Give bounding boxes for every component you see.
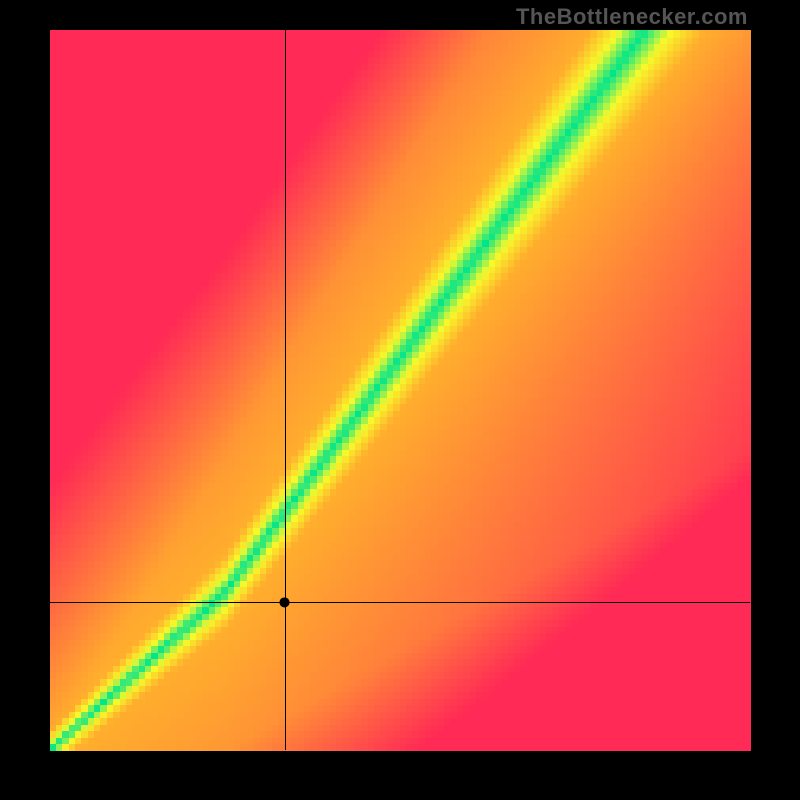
figure-container: TheBottlenecker.com bbox=[0, 0, 800, 800]
watermark-text: TheBottlenecker.com bbox=[516, 4, 748, 30]
bottleneck-heatmap-canvas bbox=[0, 0, 800, 800]
